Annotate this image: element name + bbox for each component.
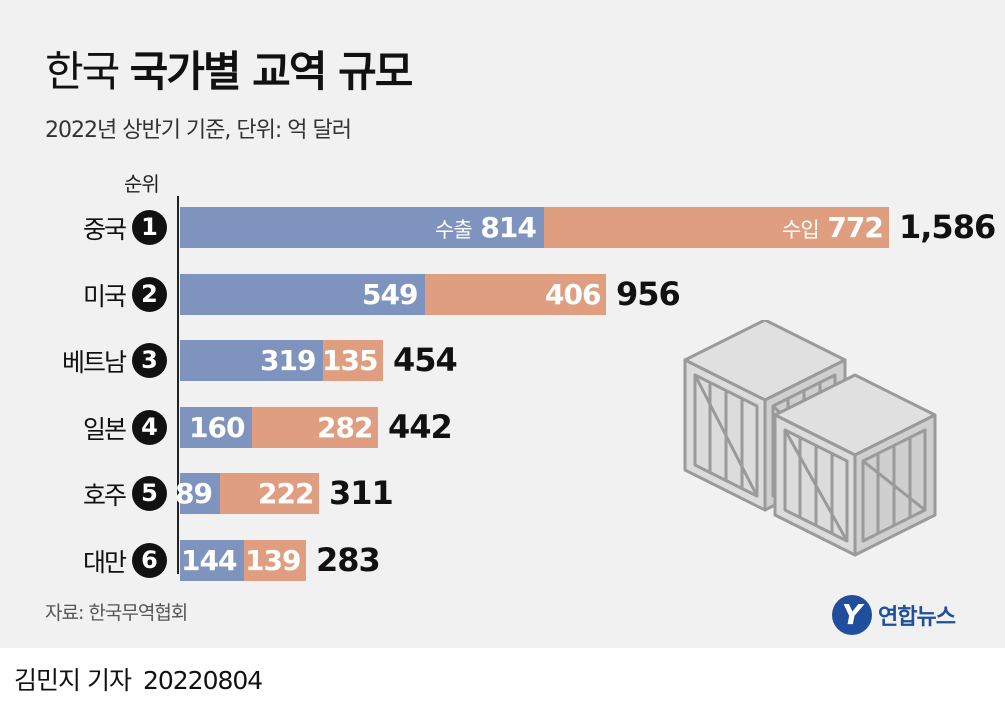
export-value-label: 144 bbox=[181, 544, 237, 577]
export-value-label: 수출 814 bbox=[435, 211, 537, 244]
import-value-label: 139 bbox=[245, 544, 301, 577]
total-value-label: 956 bbox=[616, 275, 681, 313]
logo-text: 연합뉴스 bbox=[878, 605, 956, 630]
export-bar bbox=[180, 207, 544, 248]
import-value-label: 222 bbox=[258, 477, 314, 510]
total-value-label: 283 bbox=[316, 541, 381, 579]
export-value-label: 319 bbox=[260, 344, 316, 377]
y-axis-line bbox=[177, 196, 179, 574]
country-label: 호주 bbox=[82, 481, 127, 510]
export-bar bbox=[180, 407, 252, 448]
source-note: 자료: 한국무역협회 bbox=[45, 602, 188, 624]
byline: 김민지 기자 20220804 bbox=[14, 661, 263, 697]
total-value-label: 442 bbox=[388, 408, 453, 446]
export-value-label: 160 bbox=[189, 411, 245, 444]
country-label: 일본 bbox=[82, 415, 127, 444]
byline-author: 김민지 기자 bbox=[14, 666, 132, 695]
export-bar bbox=[180, 340, 323, 381]
rank-badge: 6 bbox=[132, 543, 167, 578]
country-label: 미국 bbox=[82, 282, 127, 311]
rank-badge: 3 bbox=[132, 343, 167, 378]
country-label: 중국 bbox=[82, 215, 127, 244]
wooden-crate-icon bbox=[773, 373, 937, 557]
chart-subtitle: 2022년 상반기 기준, 단위: 억 달러 bbox=[45, 118, 352, 143]
total-value-label: 454 bbox=[393, 341, 458, 379]
rank-badge: 1 bbox=[132, 210, 167, 245]
byline-date: 20220804 bbox=[142, 666, 263, 695]
import-value-label: 282 bbox=[317, 411, 373, 444]
export-bar bbox=[180, 540, 244, 581]
import-bar bbox=[544, 207, 889, 248]
chart-panel: 한국 국가별 교역 규모 2022년 상반기 기준, 단위: 억 달러 순위 중… bbox=[0, 0, 1005, 648]
export-bar bbox=[180, 473, 220, 514]
export-value-label: 89 bbox=[175, 477, 213, 510]
export-value-label: 549 bbox=[362, 278, 418, 311]
rank-badge: 2 bbox=[132, 277, 167, 312]
import-value-label: 135 bbox=[322, 344, 378, 377]
rank-badge: 4 bbox=[132, 410, 167, 445]
rank-badge: 5 bbox=[132, 476, 167, 511]
yonhap-logo: Y 연합뉴스 bbox=[832, 595, 956, 635]
chart-title: 한국 국가별 교역 규모 bbox=[45, 47, 413, 96]
total-value-label: 311 bbox=[329, 474, 394, 512]
logo-mark-icon: Y bbox=[832, 595, 872, 635]
import-bar bbox=[425, 274, 606, 315]
export-bar bbox=[180, 274, 425, 315]
import-bar bbox=[252, 407, 378, 448]
import-value-label: 406 bbox=[545, 278, 601, 311]
total-value-label: 1,586 bbox=[899, 208, 996, 246]
crates-illustration bbox=[683, 320, 937, 557]
country-label: 베트남 bbox=[61, 348, 127, 377]
import-bar bbox=[323, 340, 383, 381]
import-bar bbox=[244, 540, 306, 581]
import-bar bbox=[220, 473, 319, 514]
import-value-label: 수입 772 bbox=[782, 211, 884, 244]
rank-header: 순위 bbox=[124, 172, 160, 196]
country-label: 대만 bbox=[82, 548, 127, 577]
